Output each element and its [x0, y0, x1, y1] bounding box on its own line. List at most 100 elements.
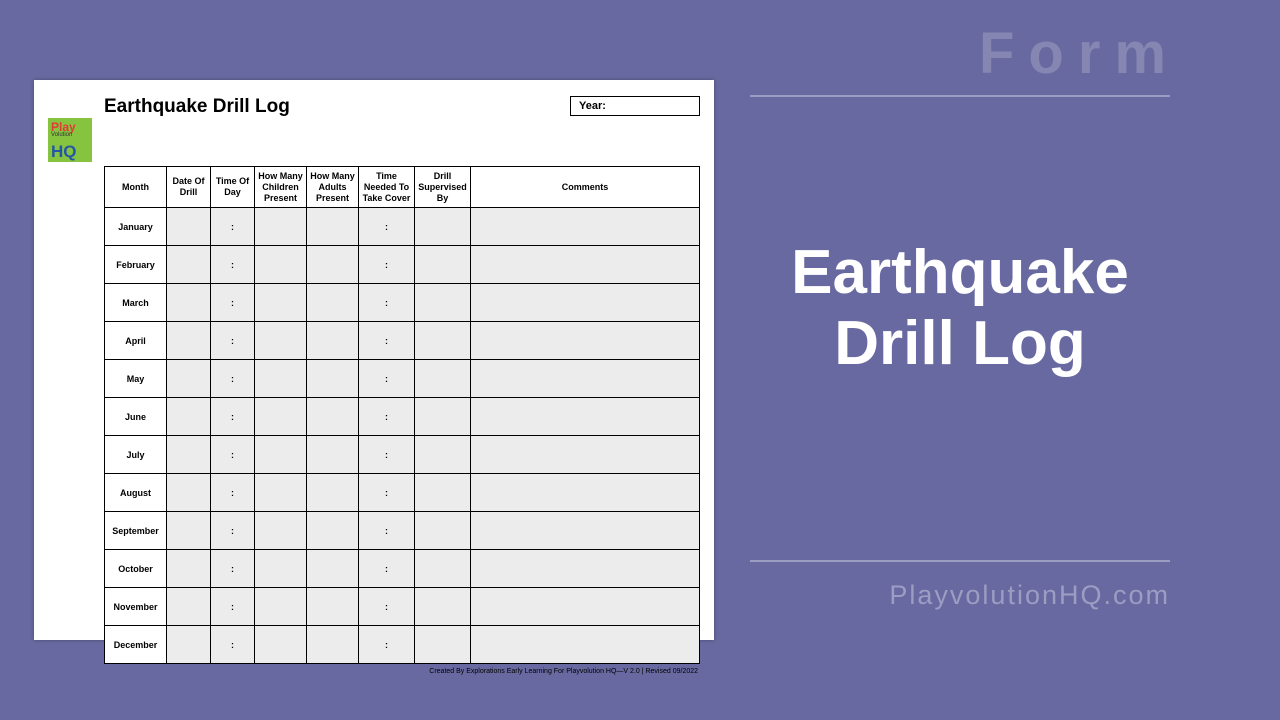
- date-cell[interactable]: [167, 246, 211, 284]
- comments-cell[interactable]: [471, 436, 700, 474]
- supervised-cell[interactable]: [415, 284, 471, 322]
- date-cell[interactable]: [167, 436, 211, 474]
- time-cell[interactable]: :: [211, 474, 255, 512]
- time-cell[interactable]: :: [211, 322, 255, 360]
- date-cell[interactable]: [167, 322, 211, 360]
- adults-cell[interactable]: [307, 550, 359, 588]
- cover-cell[interactable]: :: [359, 626, 415, 664]
- date-cell[interactable]: [167, 588, 211, 626]
- comments-cell[interactable]: [471, 246, 700, 284]
- adults-cell[interactable]: [307, 512, 359, 550]
- cover-cell[interactable]: :: [359, 588, 415, 626]
- drill-log-table: Month Date Of Drill Time Of Day How Many…: [104, 166, 700, 664]
- children-cell[interactable]: [255, 626, 307, 664]
- cover-cell[interactable]: :: [359, 398, 415, 436]
- cover-cell[interactable]: :: [359, 360, 415, 398]
- supervised-cell[interactable]: [415, 208, 471, 246]
- adults-cell[interactable]: [307, 588, 359, 626]
- children-cell[interactable]: [255, 512, 307, 550]
- adults-cell[interactable]: [307, 474, 359, 512]
- date-cell[interactable]: [167, 550, 211, 588]
- comments-cell[interactable]: [471, 322, 700, 360]
- children-cell[interactable]: [255, 588, 307, 626]
- time-cell[interactable]: :: [211, 550, 255, 588]
- comments-cell[interactable]: [471, 284, 700, 322]
- children-cell[interactable]: [255, 474, 307, 512]
- time-cell[interactable]: :: [211, 626, 255, 664]
- comments-cell[interactable]: [471, 208, 700, 246]
- children-cell[interactable]: [255, 550, 307, 588]
- cover-cell[interactable]: :: [359, 474, 415, 512]
- side-panel: Form Earthquake Drill Log PlayvolutionHQ…: [750, 20, 1170, 611]
- document-title: Earthquake Drill Log: [104, 96, 290, 118]
- date-cell[interactable]: [167, 626, 211, 664]
- comments-cell[interactable]: [471, 512, 700, 550]
- table-row: January::: [105, 208, 700, 246]
- supervised-cell[interactable]: [415, 246, 471, 284]
- adults-cell[interactable]: [307, 398, 359, 436]
- col-header-comments: Comments: [471, 167, 700, 208]
- children-cell[interactable]: [255, 436, 307, 474]
- time-cell[interactable]: :: [211, 436, 255, 474]
- supervised-cell[interactable]: [415, 398, 471, 436]
- children-cell[interactable]: [255, 284, 307, 322]
- cover-cell[interactable]: :: [359, 322, 415, 360]
- cover-cell[interactable]: :: [359, 512, 415, 550]
- children-cell[interactable]: [255, 360, 307, 398]
- adults-cell[interactable]: [307, 626, 359, 664]
- supervised-cell[interactable]: [415, 360, 471, 398]
- table-row: April::: [105, 322, 700, 360]
- divider-bottom: [750, 560, 1170, 562]
- cover-cell[interactable]: :: [359, 246, 415, 284]
- time-cell[interactable]: :: [211, 208, 255, 246]
- form-category-label: Form: [750, 20, 1180, 87]
- time-cell[interactable]: :: [211, 588, 255, 626]
- supervised-cell[interactable]: [415, 550, 471, 588]
- cover-cell[interactable]: :: [359, 284, 415, 322]
- table-body: January::February::March::April::May::Ju…: [105, 208, 700, 664]
- date-cell[interactable]: [167, 474, 211, 512]
- supervised-cell[interactable]: [415, 474, 471, 512]
- table-row: March::: [105, 284, 700, 322]
- comments-cell[interactable]: [471, 588, 700, 626]
- cover-cell[interactable]: :: [359, 550, 415, 588]
- cover-cell[interactable]: :: [359, 436, 415, 474]
- adults-cell[interactable]: [307, 322, 359, 360]
- date-cell[interactable]: [167, 284, 211, 322]
- adults-cell[interactable]: [307, 284, 359, 322]
- supervised-cell[interactable]: [415, 588, 471, 626]
- comments-cell[interactable]: [471, 398, 700, 436]
- time-cell[interactable]: :: [211, 360, 255, 398]
- supervised-cell[interactable]: [415, 436, 471, 474]
- table-row: November::: [105, 588, 700, 626]
- time-cell[interactable]: :: [211, 398, 255, 436]
- children-cell[interactable]: [255, 398, 307, 436]
- comments-cell[interactable]: [471, 360, 700, 398]
- table-header: Month Date Of Drill Time Of Day How Many…: [105, 167, 700, 208]
- date-cell[interactable]: [167, 208, 211, 246]
- month-cell: September: [105, 512, 167, 550]
- supervised-cell[interactable]: [415, 322, 471, 360]
- cover-cell[interactable]: :: [359, 208, 415, 246]
- adults-cell[interactable]: [307, 436, 359, 474]
- month-cell: August: [105, 474, 167, 512]
- children-cell[interactable]: [255, 208, 307, 246]
- time-cell[interactable]: :: [211, 512, 255, 550]
- time-cell[interactable]: :: [211, 246, 255, 284]
- date-cell[interactable]: [167, 360, 211, 398]
- adults-cell[interactable]: [307, 208, 359, 246]
- year-field[interactable]: Year:: [570, 96, 700, 116]
- adults-cell[interactable]: [307, 360, 359, 398]
- children-cell[interactable]: [255, 246, 307, 284]
- comments-cell[interactable]: [471, 474, 700, 512]
- col-header-month: Month: [105, 167, 167, 208]
- comments-cell[interactable]: [471, 550, 700, 588]
- adults-cell[interactable]: [307, 246, 359, 284]
- supervised-cell[interactable]: [415, 512, 471, 550]
- date-cell[interactable]: [167, 398, 211, 436]
- children-cell[interactable]: [255, 322, 307, 360]
- date-cell[interactable]: [167, 512, 211, 550]
- comments-cell[interactable]: [471, 626, 700, 664]
- time-cell[interactable]: :: [211, 284, 255, 322]
- supervised-cell[interactable]: [415, 626, 471, 664]
